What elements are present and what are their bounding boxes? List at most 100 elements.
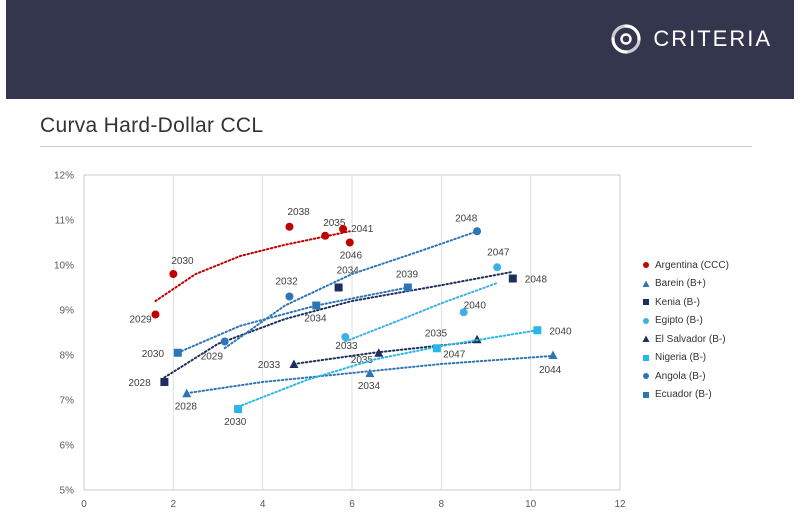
brand-name: CRITERIA — [653, 26, 772, 51]
point-label: 2034 — [358, 381, 381, 392]
point-barein-b — [182, 388, 192, 398]
point-label: 2035 — [323, 218, 346, 229]
legend-item-nigeria-b: Nigeria (B-) — [640, 349, 729, 368]
y-tick-label: 11% — [55, 216, 74, 227]
point-label: 2044 — [539, 365, 562, 376]
point-label: 2039 — [396, 270, 419, 281]
point-label: 2028 — [175, 401, 198, 412]
point-el-salvador-b — [472, 334, 482, 344]
x-tick-label: 12 — [614, 499, 626, 510]
point-label: 2030 — [171, 256, 194, 267]
legend-item-argentina-ccc: Argentina (CCC) — [640, 256, 729, 275]
legend-label: Barein (B+) — [655, 278, 706, 290]
point-label: 2035 — [351, 355, 374, 366]
legend-marker — [643, 373, 649, 380]
y-tick-label: 10% — [54, 261, 74, 272]
point-label: 2033 — [258, 360, 281, 371]
point-argentina-ccc — [169, 270, 178, 278]
point-el-salvador-b — [374, 348, 384, 357]
legend-marker — [643, 262, 649, 269]
trendline-argentina-ccc — [154, 230, 351, 302]
point-label: 2034 — [337, 266, 360, 277]
legend-item-el-salvador-b: El Salvador (B-) — [640, 330, 729, 349]
x-tick-label: 10 — [525, 499, 537, 510]
x-tick-label: 6 — [349, 499, 355, 510]
trendline-nigeria-b — [237, 329, 539, 408]
legend-item-kenia-b: Kenia (B-) — [640, 293, 729, 312]
point-label: 2029 — [129, 315, 152, 326]
y-tick-label: 6% — [60, 441, 75, 452]
point-label: 2029 — [201, 352, 224, 363]
point-label: 2047 — [487, 247, 510, 258]
point-label: 2047 — [443, 349, 466, 360]
brand: CRITERIA — [609, 22, 772, 56]
legend-marker — [643, 391, 649, 398]
legend-label: Angola (B-) — [655, 370, 706, 382]
y-tick-label: 12% — [54, 171, 74, 182]
point-label: 2048 — [455, 213, 478, 224]
legend-marker — [642, 335, 650, 343]
point-nigeria-b — [432, 344, 441, 353]
point-kenia-b — [508, 274, 517, 283]
point-label: 2048 — [525, 275, 548, 286]
point-label: 2032 — [275, 277, 298, 288]
point-label: 2046 — [340, 251, 363, 262]
legend-label: Nigeria (B-) — [655, 352, 707, 364]
trendline-ecuador-b — [176, 286, 409, 354]
legend-item-barein-b: Barein (B+) — [640, 275, 729, 294]
trendline-kenia-b — [163, 270, 514, 379]
point-label: 2040 — [464, 300, 487, 311]
point-angola-b — [285, 292, 294, 301]
y-tick-label: 5% — [60, 486, 75, 497]
point-nigeria-b — [533, 326, 542, 335]
trendline-barein-b — [185, 354, 554, 395]
point-argentina-ccc — [345, 238, 354, 247]
y-tick-label: 9% — [60, 306, 75, 317]
point-label: 2028 — [128, 378, 151, 389]
point-egipto-b — [493, 263, 502, 272]
point-ecuador-b — [403, 283, 412, 292]
point-el-salvador-b — [289, 359, 299, 368]
legend-label: Kenia (B-) — [655, 296, 701, 308]
page-title: Curva Hard-Dollar CCL — [40, 114, 264, 137]
point-nigeria-b — [234, 405, 243, 413]
x-tick-label: 8 — [439, 499, 445, 510]
legend-label: Egipto (B-) — [655, 315, 703, 327]
point-argentina-ccc — [151, 310, 160, 319]
point-egipto-b — [341, 333, 350, 341]
legend-marker — [643, 354, 649, 361]
point-label: 2034 — [304, 314, 327, 325]
point-kenia-b — [160, 378, 169, 386]
point-barein-b — [548, 350, 558, 359]
x-tick-label: 4 — [260, 499, 266, 510]
point-argentina-ccc — [321, 231, 330, 240]
legend-marker — [643, 299, 649, 306]
point-argentina-ccc — [285, 222, 294, 231]
point-label: 2030 — [142, 349, 165, 360]
title-divider — [40, 146, 752, 147]
yield-curve-chart: 0 2 4 6 8 10 12 5% 6% 7% 8% 9% 10% 11% 12% 2029 2030 2038… — [54, 171, 626, 511]
legend-label: El Salvador (B-) — [655, 333, 726, 345]
x-tick-label: 0 — [81, 499, 87, 510]
point-angola-b — [473, 227, 482, 236]
legend-item-egipto-b: Egipto (B-) — [640, 312, 729, 331]
point-angola-b — [220, 337, 229, 346]
trendline-egipto-b — [344, 282, 499, 343]
criteria-logo-icon — [611, 24, 641, 54]
legend-item-angola-b: Angola (B-) — [640, 367, 729, 386]
point-argentina-ccc — [339, 225, 348, 233]
legend-marker — [642, 280, 650, 287]
x-tick-label: 2 — [171, 499, 177, 510]
point-label: 2030 — [224, 417, 247, 428]
point-barein-b — [365, 368, 375, 377]
legend-label: Ecuador (B-) — [655, 389, 712, 401]
legend-label: Argentina (CCC) — [655, 259, 729, 271]
point-label: 2033 — [335, 341, 358, 352]
point-ecuador-b — [312, 301, 321, 310]
legend-marker — [643, 317, 649, 324]
point-egipto-b — [459, 308, 468, 317]
point-kenia-b — [334, 283, 343, 292]
chart-legend: Argentina (CCC) Barein (B+) Kenia (B-) Egip… — [640, 256, 729, 404]
header-banner: CRITERIA — [6, 0, 794, 99]
y-tick-label: 7% — [60, 396, 75, 407]
